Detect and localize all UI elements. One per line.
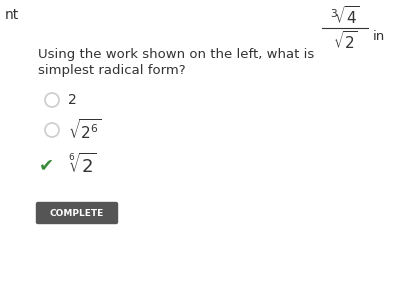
Text: 2: 2 [68,93,77,107]
Text: ✔: ✔ [38,156,54,174]
Text: $\sqrt{2}$: $\sqrt{2}$ [332,30,357,52]
Text: $\mathregular{^3\!\sqrt{4}}$: $\mathregular{^3\!\sqrt{4}}$ [330,5,360,27]
FancyBboxPatch shape [36,203,118,223]
Text: COMPLETE: COMPLETE [50,209,104,217]
Text: Using the work shown on the left, what is: Using the work shown on the left, what i… [38,48,314,61]
Text: $\sqrt{2^6}$: $\sqrt{2^6}$ [68,118,102,142]
Text: in: in [373,30,385,43]
Text: simplest radical form?: simplest radical form? [38,64,185,77]
Text: $\sqrt[6]{2}$: $\sqrt[6]{2}$ [68,153,97,177]
Text: nt: nt [5,8,19,22]
